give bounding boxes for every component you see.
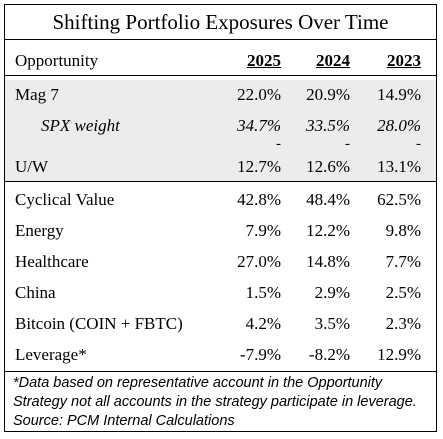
cell-2025: 1.5% [245,283,281,302]
cell-2024: 33.5% [306,116,350,135]
cell-2025: 7.9% [245,221,281,240]
cell-2023: 14.9% [377,85,421,104]
cell-2024: 20.9% [306,85,350,104]
cell-2025: 12.7% [237,157,281,176]
cell-2024: 14.8% [306,252,350,271]
cell-2025: -7.9% [239,345,281,364]
cell-2025: 42.8% [237,190,281,209]
cell-2023: 62.5% [377,190,421,209]
cell-2025: 27.0% [237,252,281,271]
footnote: *Data based on representative account in… [5,371,436,432]
cell-2023: 9.8% [385,221,421,240]
header-year-2024: 2024 [316,51,350,70]
row-label: U/W [15,157,49,176]
dash-mark: - [345,136,350,152]
cell-2025: 22.0% [237,85,281,104]
row-label: Mag 7 [15,85,59,104]
header-year-2023: 2023 [387,51,421,70]
header-divider [5,75,436,76]
dash-mark: - [416,136,421,152]
row-label: China [15,283,56,302]
cell-2024: 12.6% [306,157,350,176]
row-label: Bitcoin (COIN + FBTC) [15,314,183,333]
cell-2024: 12.2% [306,221,350,240]
mag7-shaded-block [5,80,436,181]
row-label: Energy [15,221,64,240]
row-label: Cyclical Value [15,190,115,209]
cell-2023: 13.1% [377,157,421,176]
cell-2023: 2.5% [385,283,421,302]
row-label: Healthcare [15,252,89,271]
cell-2023: 7.7% [385,252,421,271]
cell-2024: -8.2% [308,345,350,364]
cell-2023: 28.0% [377,116,421,135]
table-title: Shifting Portfolio Exposures Over Time [5,5,436,40]
header-year-2025: 2025 [247,51,281,70]
section-divider [5,181,436,182]
cell-2023: 2.3% [385,314,421,333]
cell-2025: 4.2% [245,314,281,333]
cell-2024: 48.4% [306,190,350,209]
row-label: SPX weight [41,116,120,135]
exposure-table: Shifting Portfolio Exposures Over Time O… [4,4,437,432]
cell-2024: 3.5% [314,314,350,333]
cell-2025: 34.7% [237,116,281,135]
cell-2024: 2.9% [314,283,350,302]
header-label: Opportunity [15,51,99,70]
dash-mark: - [276,136,281,152]
cell-2023: 12.9% [377,345,421,364]
row-label: Leverage* [15,345,87,364]
